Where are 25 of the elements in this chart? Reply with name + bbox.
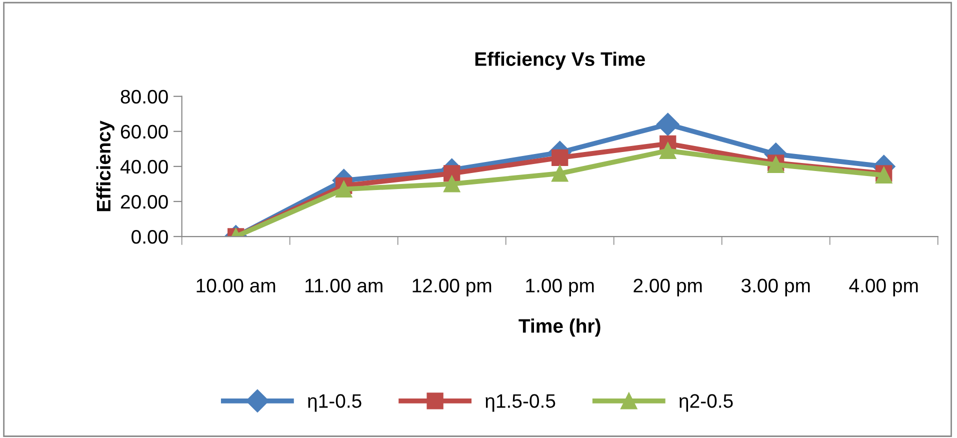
y-tick-label: 0.00	[132, 230, 168, 244]
y-tick-label: 80.00	[120, 90, 168, 104]
point	[552, 149, 568, 166]
x-tick-label: 12.00 pm	[412, 278, 492, 296]
point	[336, 180, 352, 198]
x-tick-label: 11.00 am	[306, 278, 382, 292]
point	[552, 165, 568, 182]
x-tick-label: 1.00 pm	[526, 278, 594, 296]
x-axis-title: Time (hr)	[518, 318, 600, 337]
y-tick-label: 60.00	[120, 124, 168, 139]
legend-label: η2-0.5	[679, 394, 733, 412]
x-tick-label: 10.00 am	[196, 278, 276, 292]
point	[444, 165, 460, 182]
y-axis-title: Efficiency	[96, 120, 114, 212]
x-tick-label: 3.00 pm	[741, 278, 810, 296]
x-tick-label: 2.00 pm	[634, 278, 702, 296]
x-tick-label: 4.00 pm	[849, 278, 918, 296]
legend-label: η1.5-0.5	[486, 394, 556, 412]
point	[660, 142, 676, 160]
point	[656, 112, 680, 136]
point	[444, 176, 460, 192]
y-tick-label: 40.00	[120, 160, 168, 174]
legend-label: η1-0.5	[308, 394, 362, 412]
y-tick-label: 20.00	[120, 194, 168, 209]
chart-title: Efficiency Vs Time	[475, 52, 645, 70]
